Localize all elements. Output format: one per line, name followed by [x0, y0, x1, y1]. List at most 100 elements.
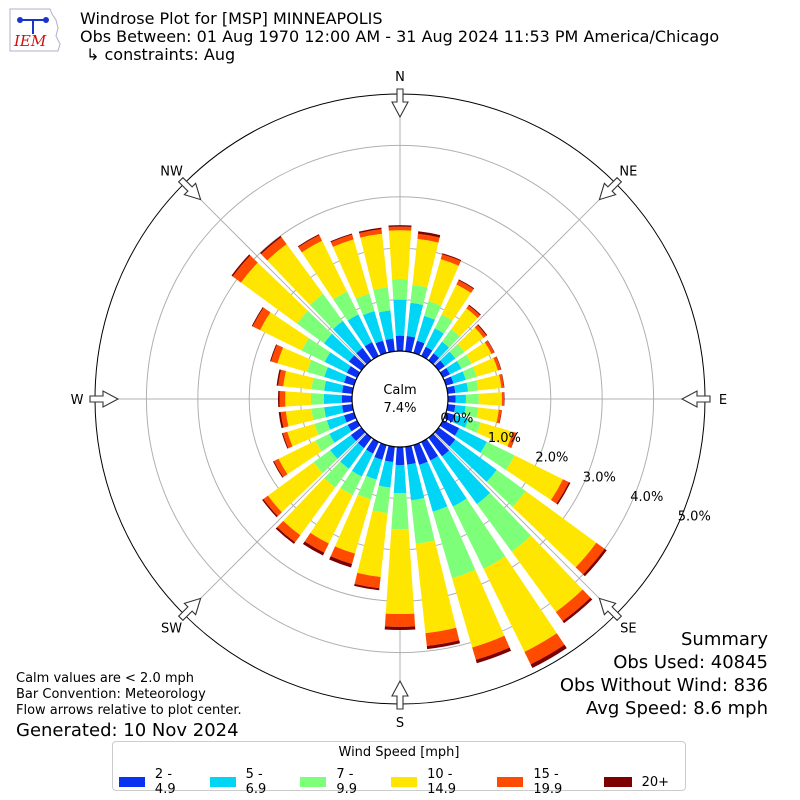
- radial-label: 3.0%: [583, 470, 616, 485]
- bar-segment-30-bin5: [458, 279, 475, 290]
- bar-segment-140-bin0: [428, 433, 450, 457]
- bar-segment-260-bin0: [342, 404, 354, 413]
- calm-circle: Calm 7.4%: [351, 350, 449, 448]
- bar-segment-60-bin1: [446, 360, 462, 375]
- bar-segment-90-bin1: [455, 394, 466, 404]
- bar-segment-20-bin0: [413, 340, 425, 356]
- bar-segment-280-bin1: [324, 380, 344, 393]
- flow-arrow-n: [391, 88, 409, 119]
- bar-segment-120-bin5: [556, 482, 571, 505]
- bar-segment-20-bin2: [424, 301, 442, 320]
- bar-segment-50-bin1: [440, 351, 456, 367]
- bar-segment-250-bin5: [281, 433, 289, 449]
- bar-segment-70-bin1: [450, 371, 466, 384]
- bar-segment-180-bin2: [391, 493, 409, 530]
- bar-segment-270-bin5: [277, 390, 280, 408]
- radial-label: 4.0%: [630, 490, 663, 505]
- bar-segment-300-bin0: [346, 366, 361, 378]
- bar-segment-180-bin4: [384, 613, 416, 627]
- arrow-shape: [391, 679, 409, 710]
- bar-segment-20-bin4: [440, 254, 461, 266]
- bar-segment-260-bin5: [278, 411, 284, 429]
- bar-segment-270-bin0: [341, 395, 353, 403]
- bar-segment-110-bin0: [443, 412, 455, 423]
- bar-segment-90-bin3: [478, 392, 502, 406]
- wind-bars: [231, 225, 607, 669]
- bar-segment-290-bin2: [307, 359, 328, 378]
- bar-segment-160-bin4: [472, 635, 510, 660]
- bar-segment-320-bin3: [267, 244, 324, 305]
- compass-label-se: SE: [620, 621, 636, 636]
- bar-segment-100-bin4: [496, 409, 502, 424]
- legend-label: 20+: [641, 774, 669, 790]
- bar-segment-140-bin4: [555, 589, 591, 622]
- compass-label-sw: SW: [161, 621, 182, 636]
- bar-segment-10-bin3: [412, 238, 439, 288]
- bar-segment-230-bin5: [262, 498, 278, 518]
- legend: Wind Speed [mph] 2 - 4.9 5 - 6.9 7 - 9.9 10…: [112, 741, 686, 797]
- calm-label: Calm: [383, 383, 416, 398]
- bar-segment-200-bin3: [334, 494, 371, 554]
- bar-segment-60-bin4: [484, 340, 495, 354]
- bar-segment-0-bin4: [388, 226, 412, 231]
- bar-segment-220-bin2: [324, 461, 349, 488]
- summary-obs-without-wind: Obs Without Wind: 836: [559, 675, 768, 696]
- title-line-3: ↳ constraints: Aug: [86, 45, 236, 64]
- bar-segment-300-bin3: [260, 312, 309, 351]
- legend-swatch: [300, 777, 327, 787]
- title-line-2: Obs Between: 01 Aug 1970 12:00 AM - 31 A…: [80, 27, 720, 46]
- calm-circle-shape: [351, 350, 449, 448]
- bar-segment-300-bin4: [252, 307, 271, 331]
- bar-segment-40-bin0: [428, 353, 440, 365]
- legend-label: 7 - 9.9: [336, 767, 358, 797]
- note-flow-arrows: Flow arrows relative to plot center.: [16, 703, 242, 718]
- bar-segment-130-bin5: [583, 548, 607, 577]
- bar-segment-130-bin3: [512, 491, 597, 568]
- bar-segment-20-bin5: [442, 253, 462, 262]
- notes-panel: Calm values are < 2.0 mph Bar Convention…: [16, 671, 242, 742]
- bar-segment-20-bin3: [428, 259, 459, 306]
- bar-segment-320-bin1: [332, 320, 363, 354]
- bar-segment-50-bin4: [474, 324, 487, 338]
- bar-segment-80-bin0: [446, 385, 456, 394]
- bar-segment-190-bin5: [354, 583, 380, 591]
- bar-segment-280-bin2: [311, 377, 326, 391]
- bar-segment-170-bin5: [426, 640, 461, 650]
- bar-segment-290-bin3: [277, 347, 312, 372]
- bar-segment-100-bin2: [464, 406, 479, 418]
- compass-label-e: E: [719, 393, 727, 408]
- compass-label-ne: NE: [619, 165, 637, 180]
- bar-segment-350-bin0: [385, 338, 395, 353]
- bar-segment-310-bin0: [348, 355, 366, 371]
- arrow-shape: [177, 176, 202, 201]
- bar-segment-10-bin2: [410, 284, 428, 305]
- grid-spoke: [183, 182, 367, 366]
- bar-segment-330-bin0: [364, 342, 379, 360]
- bar-segment-250-bin3: [287, 423, 319, 447]
- logo-text: IEM: [13, 32, 47, 50]
- bar-segment-100-bin1: [454, 405, 466, 415]
- bar-segment-110-bin5: [510, 432, 517, 449]
- bar-segment-80-bin2: [466, 380, 479, 392]
- legend-item: 5 - 6.9: [209, 767, 285, 797]
- bar-segment-170-bin4: [425, 627, 460, 647]
- bar-segment-270-bin1: [323, 393, 342, 405]
- bar-segment-330-bin2: [333, 291, 359, 321]
- bar-segment-280-bin0: [342, 385, 354, 394]
- bar-segment-20-bin1: [416, 315, 435, 344]
- legend-item: 7 - 9.9: [300, 767, 375, 797]
- legend-items: 2 - 4.9 5 - 6.9 7 - 9.9 10 - 14.9 15 - 19.9 2…: [119, 767, 685, 797]
- arrow-shape: [680, 390, 711, 408]
- bar-segment-110-bin3: [476, 422, 513, 447]
- bar-segment-340-bin5: [330, 233, 353, 243]
- bar-segment-150-bin4: [524, 633, 565, 665]
- title-line-1: Windrose Plot for [MSP] MINNEAPOLIS: [80, 9, 383, 28]
- bar-segment-320-bin4: [261, 237, 287, 261]
- bar-segment-80-bin5: [501, 373, 505, 388]
- grid-spoke: [433, 432, 617, 616]
- bar-segment-120-bin3: [506, 455, 563, 501]
- bar-segment-210-bin3: [310, 488, 353, 544]
- grid-spoke: [183, 432, 367, 616]
- legend-title: Wind Speed [mph]: [338, 745, 460, 760]
